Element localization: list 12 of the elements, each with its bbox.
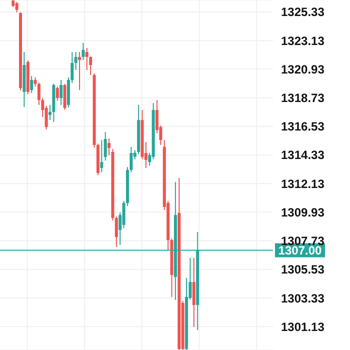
y-tick-label: 1305.53 (281, 262, 325, 277)
y-tick-label: 1312.13 (281, 176, 325, 191)
y-tick-label: 1320.93 (281, 62, 325, 76)
y-tick-label: 1309.93 (281, 205, 325, 220)
y-tick-label: 1318.73 (281, 91, 325, 106)
y-tick-label: 1301.13 (281, 320, 325, 334)
y-tick-label: 1314.33 (281, 148, 325, 162)
y-tick-label: 1303.33 (281, 291, 325, 306)
y-tick-label: 1325.33 (281, 5, 325, 20)
y-tick-label: 1323.13 (281, 34, 325, 48)
y-tick-label: 1316.53 (281, 120, 325, 134)
candlestick (78, 52, 82, 90)
